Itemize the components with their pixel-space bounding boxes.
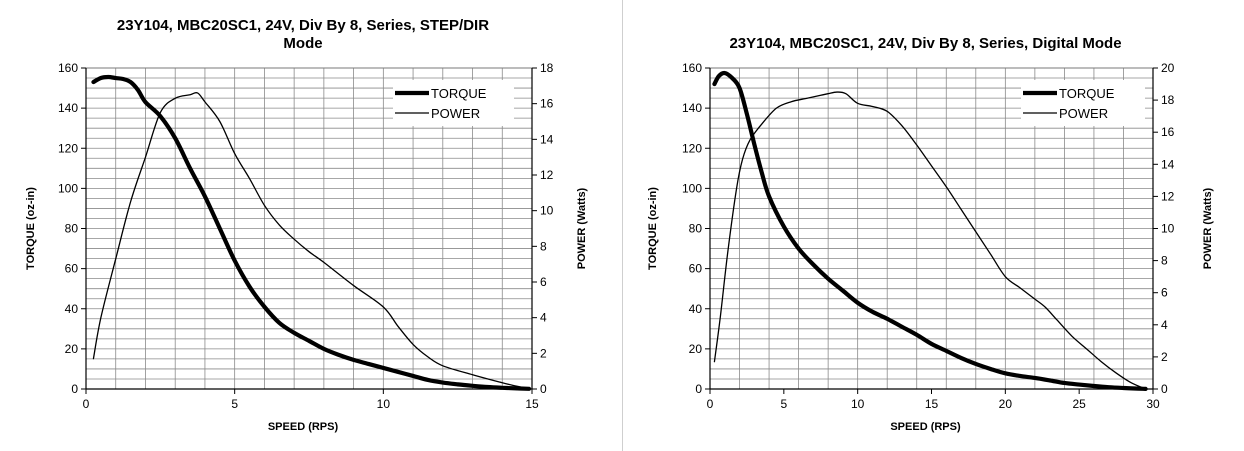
y2-tick-label: 12 [540,168,554,182]
chart-step-dir: 23Y104, MBC20SC1, 24V, Div By 8, Series,… [25,17,588,433]
grid [710,68,1153,389]
legend: TORQUE POWER [393,80,514,126]
x-axis-title: SPEED (RPS) [268,421,339,433]
y2-tick-label: 8 [540,239,547,253]
y-tick-label: 40 [65,302,79,316]
y-tick-label: 0 [695,382,702,396]
y2-tick-label: 4 [1161,318,1168,332]
torque-series-line [91,74,532,391]
y2-tick-label: 0 [1161,382,1168,396]
y2-tick-label: 12 [1161,189,1175,203]
x-tick-label: 10 [377,397,391,411]
y2-tick-label: 2 [1161,350,1168,364]
y2-tick-label: 14 [1161,157,1175,171]
x-tick-label: 25 [1072,397,1086,411]
x-tick-label: 0 [83,397,90,411]
y-axis-title: TORQUE (oz-in) [25,187,37,270]
y-tick-label: 160 [58,61,78,75]
y2-tick-label: 18 [1161,93,1175,107]
x-tick-label: 20 [999,397,1013,411]
power-series-line [92,91,530,390]
y-tick-label: 120 [58,141,78,155]
power-series-line [713,91,1147,390]
y-tick-label: 60 [65,262,79,276]
chart-panel-right: 23Y104, MBC20SC1, 24V, Div By 8, Series,… [622,0,1244,451]
x-axis-title: SPEED (RPS) [890,421,961,433]
chart-panel-left: 23Y104, MBC20SC1, 24V, Div By 8, Series,… [0,0,620,451]
y2-tick-label: 0 [540,382,547,396]
y-tick-label: 80 [689,222,703,236]
x-tick-label: 0 [707,397,714,411]
y2-tick-label: 14 [540,132,554,146]
y-tick-label: 20 [689,342,703,356]
y-tick-label: 0 [71,382,78,396]
y2-tick-label: 6 [1161,286,1168,300]
y2-axis-title: POWER (Watts) [1202,187,1214,269]
chart-digital-mode: 23Y104, MBC20SC1, 24V, Div By 8, Series,… [647,35,1214,433]
legend-box [1021,80,1145,126]
y-tick-label: 80 [65,222,79,236]
y-tick-label: 160 [682,61,702,75]
legend-label-torque: TORQUE [431,86,487,101]
y2-tick-label: 6 [540,275,547,289]
x-tick-label: 15 [525,397,539,411]
y-tick-label: 60 [689,262,703,276]
legend-label-torque: TORQUE [1059,86,1115,101]
x-tick-label: 15 [925,397,939,411]
y2-tick-label: 20 [1161,61,1175,75]
y2-tick-label: 16 [540,97,554,111]
y-tick-label: 120 [682,141,702,155]
panel-divider [619,0,622,451]
y-tick-label: 140 [682,101,702,115]
y2-tick-label: 10 [1161,222,1175,236]
y-tick-label: 20 [65,342,79,356]
y2-tick-label: 2 [540,346,547,360]
chart-title-line: 23Y104, MBC20SC1, 24V, Div By 8, Series,… [117,17,489,34]
x-tick-label: 5 [780,397,787,411]
y2-axis-title: POWER (Watts) [576,187,588,269]
y2-tick-label: 10 [540,204,554,218]
legend: TORQUE POWER [1021,80,1145,126]
y-axis-title: TORQUE (oz-in) [647,187,659,270]
chart-title-line: Mode [283,35,322,52]
legend-label-power: POWER [431,106,480,121]
x-tick-label: 30 [1146,397,1160,411]
legend-box [393,80,514,126]
chart-title-line: 23Y104, MBC20SC1, 24V, Div By 8, Series,… [729,35,1121,52]
y-tick-label: 40 [689,302,703,316]
legend-label-power: POWER [1059,106,1108,121]
y2-tick-label: 18 [540,61,554,75]
x-tick-label: 5 [231,397,238,411]
y2-tick-label: 16 [1161,125,1175,139]
y-tick-label: 100 [58,181,78,195]
y2-tick-label: 8 [1161,254,1168,268]
y-tick-label: 100 [682,181,702,195]
x-tick-label: 10 [851,397,865,411]
y2-tick-label: 4 [540,311,547,325]
y-tick-label: 140 [58,101,78,115]
